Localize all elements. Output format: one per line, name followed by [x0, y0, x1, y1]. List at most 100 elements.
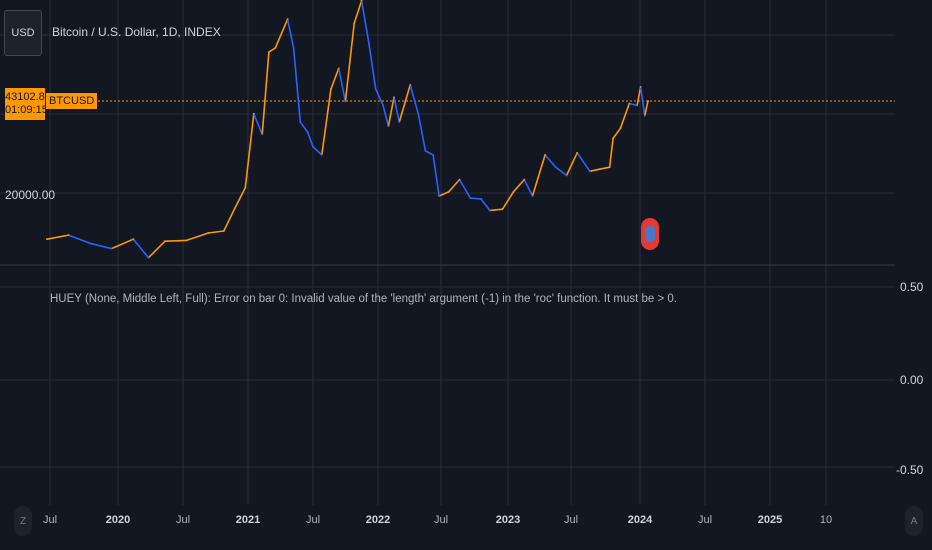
time-axis-label: 2025: [757, 514, 783, 526]
series-segment: [223, 207, 236, 232]
series-segment: [447, 178, 461, 193]
time-axis-label: 2021: [235, 514, 261, 526]
time-axis-label: 2023: [495, 514, 521, 526]
data-point: [110, 247, 113, 250]
data-point: [501, 208, 504, 211]
data-point: [458, 178, 461, 181]
time-axis-label: Jul: [697, 514, 713, 526]
data-point: [360, 0, 363, 2]
series-segment: [438, 191, 450, 197]
data-point: [608, 166, 611, 169]
time-axis-label: Jul: [42, 514, 58, 526]
data-point: [261, 133, 264, 136]
data-point: [523, 178, 526, 181]
series-segment: [639, 86, 646, 117]
series-segment: [292, 47, 302, 123]
data-point: [337, 67, 340, 70]
series-segment: [353, 0, 363, 25]
series-segment: [393, 96, 401, 123]
series-segment: [531, 154, 546, 197]
btc-price-series: [46, 0, 649, 259]
series-segment: [344, 22, 356, 103]
data-point: [628, 102, 631, 105]
bar-countdown: 01:09:15: [5, 104, 48, 116]
series-segment: [244, 113, 255, 189]
series-segment: [417, 113, 427, 152]
data-point: [374, 88, 377, 90]
indicator-y-label: -0.50: [896, 463, 924, 477]
time-axis-label: Jul: [563, 514, 579, 526]
data-point: [244, 186, 247, 189]
auto-scale-button[interactable]: A: [905, 506, 923, 536]
series-segment: [636, 86, 642, 107]
series-segment: [589, 168, 600, 173]
series-segment: [207, 230, 225, 234]
series-segment: [299, 121, 309, 134]
data-point: [292, 47, 295, 49]
series-segment: [268, 47, 277, 53]
series-segment: [306, 131, 314, 148]
series-segment: [576, 152, 591, 173]
data-point: [565, 174, 568, 177]
series-segment: [274, 18, 289, 49]
time-axis-label: Jul: [305, 514, 321, 526]
data-point: [252, 112, 255, 115]
series-segment: [110, 238, 135, 250]
data-point: [312, 145, 314, 148]
series-segment: [67, 234, 91, 245]
data-point: [393, 96, 395, 99]
series-segment: [523, 178, 534, 197]
data-point: [417, 112, 420, 115]
data-point: [46, 238, 48, 241]
series-segment: [368, 43, 377, 90]
series-segment: [512, 178, 526, 193]
data-point: [320, 154, 323, 156]
data-point: [612, 137, 614, 140]
time-axis-label: 2024: [627, 514, 653, 526]
us-flag-event-icon[interactable]: [641, 218, 659, 250]
data-point: [636, 104, 638, 107]
data-point: [222, 230, 225, 232]
time-axis-label: 2022: [365, 514, 391, 526]
indicator-y-label: 0.50: [900, 280, 924, 294]
data-point: [268, 51, 270, 53]
data-point: [233, 207, 236, 210]
series-segment: [398, 84, 412, 123]
data-point: [147, 256, 150, 259]
series-segment: [261, 51, 270, 136]
data-point: [409, 84, 412, 86]
time-axis-label: Jul: [175, 514, 191, 526]
data-point: [619, 127, 622, 130]
series-segment: [480, 198, 491, 212]
series-segment: [565, 152, 579, 177]
data-point: [589, 170, 591, 173]
series-segment: [608, 137, 614, 168]
last-price-value: 43102.82: [5, 91, 51, 103]
data-point: [488, 209, 491, 212]
time-axis-label: 10: [819, 514, 833, 526]
data-point: [639, 86, 642, 88]
time-axis-label: 2020: [105, 514, 131, 526]
series-segment: [628, 102, 638, 107]
series-segment: [409, 84, 420, 115]
data-point: [185, 239, 188, 242]
series-segment: [432, 154, 440, 197]
data-point: [132, 238, 135, 241]
data-point: [643, 114, 646, 117]
series-segment: [387, 96, 395, 127]
zoom-left-button[interactable]: Z: [14, 506, 32, 536]
data-point: [89, 242, 91, 245]
data-point: [330, 88, 332, 90]
series-segment: [643, 100, 649, 117]
series-segment: [185, 232, 210, 242]
currency-button[interactable]: USD: [4, 10, 42, 56]
series-segment: [544, 154, 557, 168]
data-point: [544, 154, 546, 156]
data-point: [299, 121, 302, 123]
data-point: [447, 191, 450, 193]
series-segment: [132, 238, 150, 259]
last-price-tag: 43102.82 01:09:15: [5, 88, 51, 120]
indicator-error-message: HUEY (None, Middle Left, Full): Error on…: [50, 293, 677, 305]
data-point: [469, 197, 472, 200]
